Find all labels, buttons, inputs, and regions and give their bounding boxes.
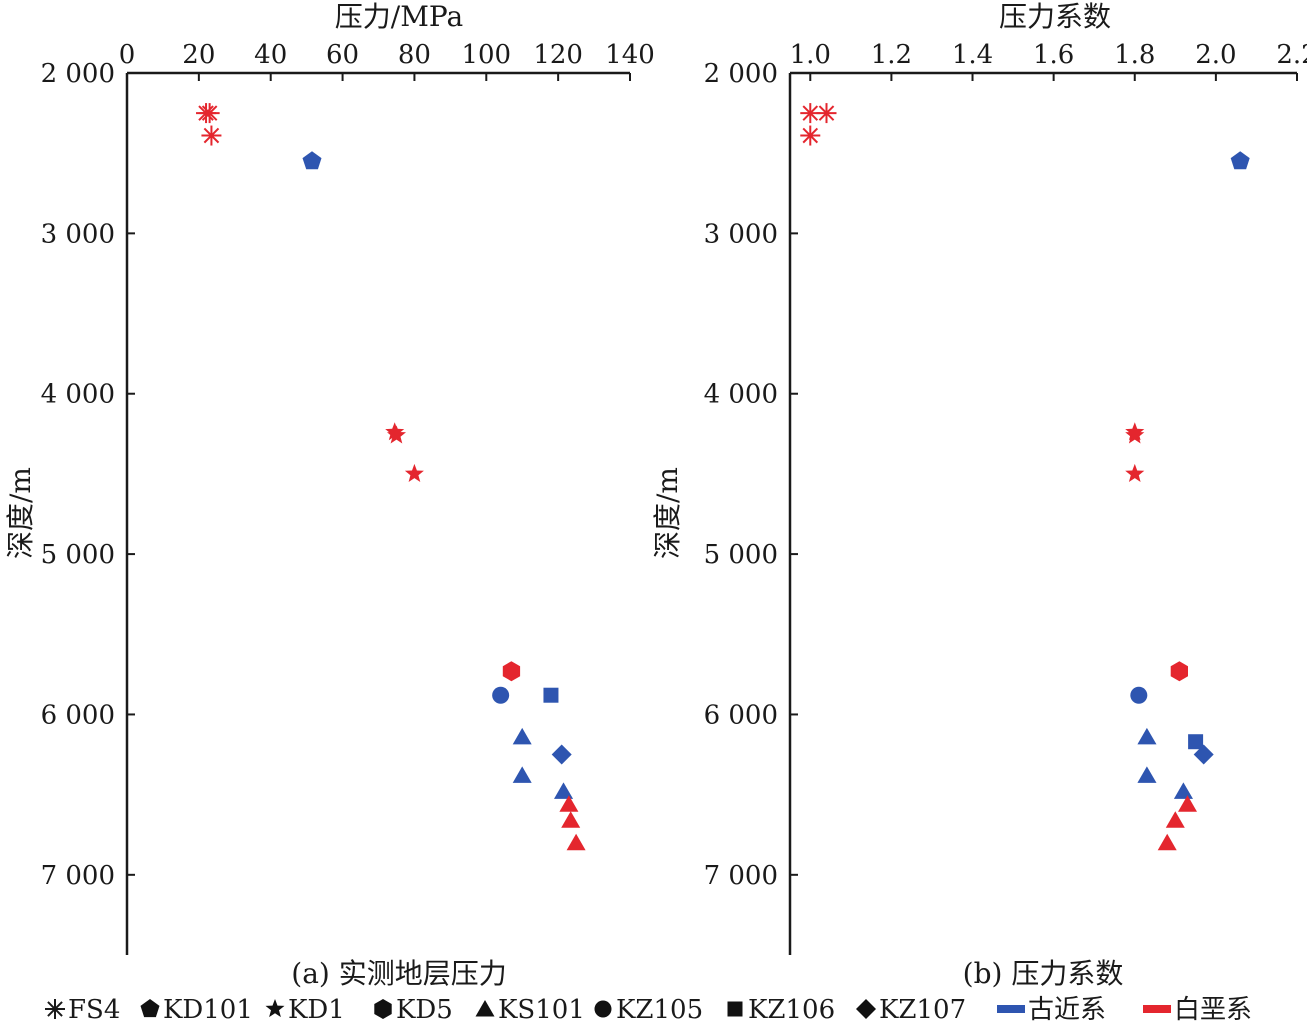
data-point-kz106 [1188, 734, 1204, 750]
data-point-kd101 [1230, 151, 1250, 170]
legend-item: KD1 [265, 995, 345, 1025]
y-tick-label: 2 000 [41, 59, 115, 89]
data-point-ks101 [554, 782, 574, 799]
pentagon-icon [140, 999, 160, 1018]
legend-label: KD5 [396, 995, 453, 1025]
data-point-ks101 [512, 727, 532, 745]
legend-label: KD101 [163, 995, 253, 1025]
panel-b-pressure-coefficient: 1.0 1.2 1.4 1.6 1.8 2.0 2.2 2 000 3 000 4 000 5 00… [651, 0, 1307, 990]
x-tick-label: 80 [398, 40, 431, 70]
x-tick-label: 100 [461, 40, 511, 70]
x-tick-label: 1.2 [871, 40, 912, 70]
x-axis-title: 压力系数 [999, 0, 1111, 33]
legend-label: 古近系 [1028, 995, 1106, 1025]
y-tick-label: 4 000 [41, 380, 115, 410]
hexagon-icon [374, 999, 392, 1019]
x-axis-title: 压力/MPa [335, 0, 463, 33]
data-point-kz106 [543, 687, 559, 703]
y-tick-label: 3 000 [704, 219, 778, 249]
x-tick-label: 40 [254, 40, 287, 70]
data-points [196, 103, 586, 851]
legend-item: KZ107 [856, 995, 966, 1025]
x-tick-label: 120 [533, 40, 583, 70]
legend-label: KZ106 [748, 995, 835, 1025]
data-point-ks101 [561, 811, 581, 828]
data-point-kz105 [1130, 686, 1148, 704]
legend-item: 古近系 [997, 995, 1106, 1025]
data-point-fs4 [201, 125, 222, 146]
data-point-kd1 [1125, 425, 1145, 444]
y-axis-title: 深度/m [4, 467, 37, 559]
x-tick-label: 140 [605, 40, 655, 70]
data-point-ks101 [559, 795, 579, 812]
x-tick-label: 1.4 [952, 40, 993, 70]
data-point-kd5 [1170, 661, 1188, 682]
legend-item: FS4 [45, 995, 120, 1025]
data-points [800, 103, 1250, 851]
x-tick-label: 1.0 [790, 40, 831, 70]
legend-item: KS101 [475, 995, 585, 1025]
y-tick-label: 6 000 [41, 700, 115, 730]
data-point-ks101 [1165, 811, 1185, 828]
x-tick-label: 0 [119, 40, 136, 70]
x-tick-label: 20 [182, 40, 215, 70]
data-point-fs4 [816, 103, 837, 124]
data-point-kz105 [492, 686, 510, 704]
y-tick-label: 7 000 [41, 861, 115, 891]
star-icon [265, 999, 285, 1018]
data-point-ks101 [512, 766, 532, 783]
legend-item: KD5 [374, 995, 453, 1025]
data-point-kd1 [1125, 463, 1145, 482]
y-tick-label: 4 000 [704, 380, 778, 410]
legend-item: KD101 [140, 995, 253, 1025]
legend-label: KZ107 [879, 995, 966, 1025]
data-point-ks101 [1173, 782, 1193, 799]
asterisk-icon [45, 999, 65, 1019]
legend-label: KD1 [288, 995, 345, 1025]
x-tick-label: 1.6 [1033, 40, 1074, 70]
data-point-kd1 [387, 425, 406, 444]
y-tick-label: 3 000 [41, 219, 115, 249]
legend-item: KZ106 [727, 995, 835, 1025]
y-tick-label: 5 000 [704, 540, 778, 570]
legend-label: FS4 [68, 995, 120, 1025]
panel-a-measured-pressure: 0 20 40 60 80 100 120 140 2 000 3 000 4 000 5 000 6 … [4, 0, 655, 990]
x-tick-label: 2.2 [1276, 40, 1307, 70]
data-point-ks101 [1137, 727, 1157, 745]
legend-item: KZ105 [594, 995, 703, 1025]
circle-icon [594, 1000, 612, 1018]
data-point-fs4 [800, 125, 821, 146]
y-tick-label: 5 000 [41, 540, 115, 570]
y-axis-title: 深度/m [651, 467, 684, 559]
data-point-kz107 [551, 744, 572, 765]
data-point-fs4 [199, 103, 220, 124]
data-point-kd5 [502, 661, 521, 682]
data-point-ks101 [1137, 766, 1157, 783]
x-tick-label: 2.0 [1195, 40, 1236, 70]
data-point-kz107 [1193, 744, 1214, 765]
blue-bar-icon [997, 1005, 1025, 1013]
x-tick-label: 60 [326, 40, 359, 70]
legend: FS4 KD101 KD1 KD5 KS101 KZ105 KZ106 KZ107 古近系 白垩系 [45, 995, 1252, 1025]
data-point-kd101 [302, 151, 322, 170]
legend-label: KS101 [498, 995, 585, 1025]
x-tick-label: 1.8 [1114, 40, 1155, 70]
diamond-icon [856, 999, 876, 1019]
triangle-icon [475, 1000, 495, 1017]
data-point-ks101 [1157, 833, 1177, 851]
square-icon [727, 1001, 743, 1017]
panel-caption: (b) 压力系数 [963, 957, 1124, 990]
legend-label: KZ105 [616, 995, 703, 1025]
data-point-ks101 [566, 833, 586, 851]
legend-item: 白垩系 [1143, 995, 1252, 1025]
panel-caption: (a) 实测地层压力 [291, 957, 506, 990]
y-tick-label: 6 000 [704, 700, 778, 730]
data-point-kd1 [404, 463, 424, 482]
legend-label: 白垩系 [1174, 995, 1252, 1025]
y-tick-label: 7 000 [704, 861, 778, 891]
red-bar-icon [1143, 1005, 1171, 1013]
data-point-ks101 [1178, 795, 1197, 812]
y-tick-label: 2 000 [704, 59, 778, 89]
